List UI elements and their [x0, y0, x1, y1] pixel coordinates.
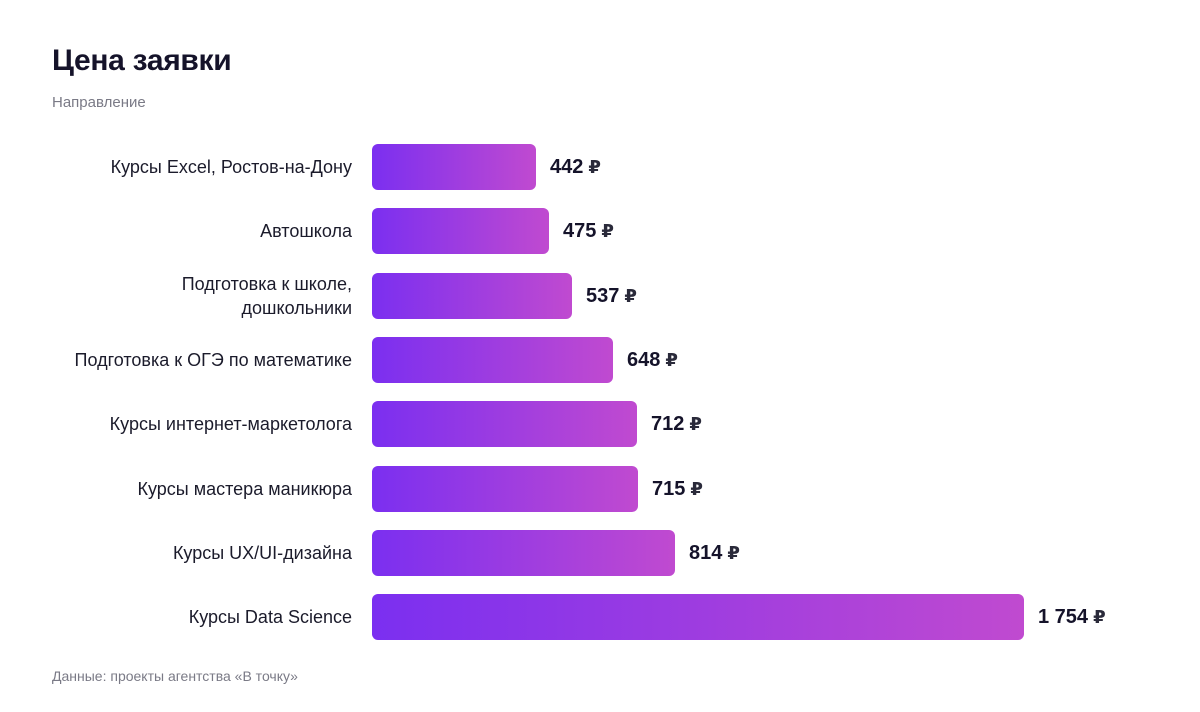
bar [372, 272, 572, 319]
currency-symbol: ₽ [1093, 607, 1106, 628]
bar [372, 144, 536, 190]
source-note: Данные: проекты агентства «В точку» [52, 668, 298, 684]
bar [372, 465, 638, 512]
bar [372, 208, 549, 255]
currency-symbol: ₽ [665, 349, 678, 370]
value-label: 1 754 ₽ [1038, 606, 1106, 629]
category-label: Курсы Data Science [188, 607, 352, 628]
chart-subtitle: Направление [52, 94, 146, 111]
category-label: Подготовка к школе, дошкольники [181, 273, 352, 318]
bar [372, 401, 637, 448]
bar [372, 529, 675, 576]
value-label: 814 ₽ [689, 541, 740, 564]
category-label: Курсы Excel, Ростов-на-Дону [110, 157, 352, 177]
category-label: Курсы интернет-маркетолога [109, 414, 352, 435]
currency-symbol: ₽ [624, 285, 637, 306]
category-label: Курсы мастера маникюра [137, 478, 352, 499]
bar [372, 594, 1024, 641]
bar [372, 336, 613, 383]
currency-symbol: ₽ [690, 478, 703, 499]
value-label: 475 ₽ [563, 220, 614, 243]
currency-symbol: ₽ [689, 414, 702, 435]
value-label: 442 ₽ [550, 156, 601, 178]
category-label: Автошкола [260, 221, 352, 242]
value-label: 712 ₽ [651, 413, 702, 436]
value-label: 648 ₽ [627, 348, 678, 371]
category-label: Подготовка к ОГЭ по математике [74, 349, 352, 370]
category-label: Курсы UX/UI-дизайна [172, 542, 352, 563]
value-label: 537 ₽ [586, 284, 637, 307]
chart-title: Цена заявки [52, 44, 232, 77]
value-label: 715 ₽ [652, 477, 703, 500]
currency-symbol: ₽ [727, 542, 740, 563]
currency-symbol: ₽ [588, 157, 601, 177]
currency-symbol: ₽ [601, 221, 614, 242]
